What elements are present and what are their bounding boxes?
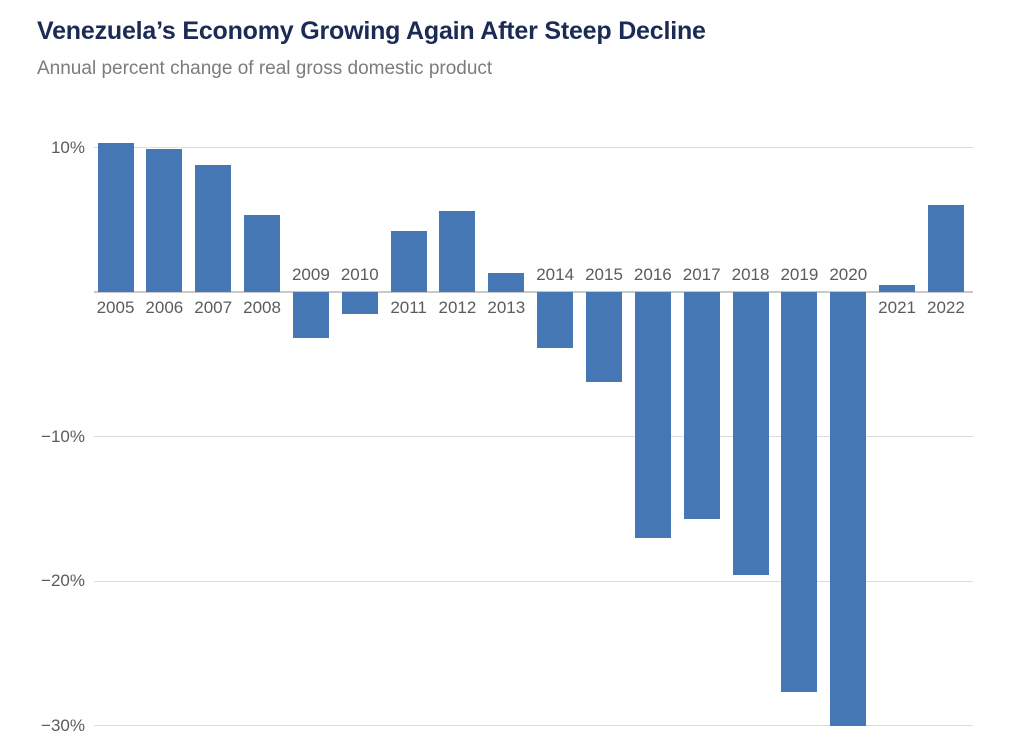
bar-2019 [781,292,818,693]
chart-title: Venezuela’s Economy Growing Again After … [37,17,706,45]
x-label-2007: 2007 [194,298,233,317]
x-label-2012: 2012 [438,298,477,317]
bar-2020 [830,292,867,726]
x-label-2006: 2006 [145,298,184,317]
bar-2018 [732,292,769,576]
bar-2010 [341,292,378,314]
bar-2021 [879,284,916,292]
bar-2009 [292,292,329,339]
x-label-2018: 2018 [731,265,770,284]
bar-2006 [146,148,183,292]
bar-2005 [97,143,134,292]
bar-2008 [244,215,281,292]
x-label-2014: 2014 [536,265,575,284]
x-label-2019: 2019 [780,265,819,284]
x-label-2016: 2016 [633,265,672,284]
x-label-2020: 2020 [829,265,868,284]
bar-2017 [683,292,720,519]
x-label-2017: 2017 [682,265,721,284]
x-label-2011: 2011 [390,298,427,317]
x-label-2021: 2021 [878,298,916,317]
gridline-10% [94,147,973,148]
bar-2013 [488,273,525,292]
y-tick-label: 10% [50,137,85,157]
x-label-2009: 2009 [291,265,330,284]
bar-2014 [537,292,574,349]
bar-2011 [390,231,427,292]
bar-2022 [927,205,964,292]
gridline-−10% [94,436,973,437]
y-tick-label: −10% [41,426,85,446]
y-tick-label: −30% [41,715,85,735]
chart-subtitle: Annual percent change of real gross dome… [37,58,493,79]
x-label-2013: 2013 [487,298,526,317]
bar-2007 [195,164,232,292]
bar-2016 [634,292,671,538]
x-label-2008: 2008 [243,298,281,317]
zero-axis-line [94,291,973,293]
bar-2012 [439,211,476,292]
x-label-2015: 2015 [585,265,623,284]
gridline-−20% [94,580,973,582]
bar-2015 [586,292,622,382]
x-label-2010: 2010 [340,265,379,284]
x-label-2022: 2022 [927,298,965,317]
gridline-−30% [94,725,973,726]
y-tick-label: −20% [41,571,85,590]
x-label-2005: 2005 [96,298,135,317]
